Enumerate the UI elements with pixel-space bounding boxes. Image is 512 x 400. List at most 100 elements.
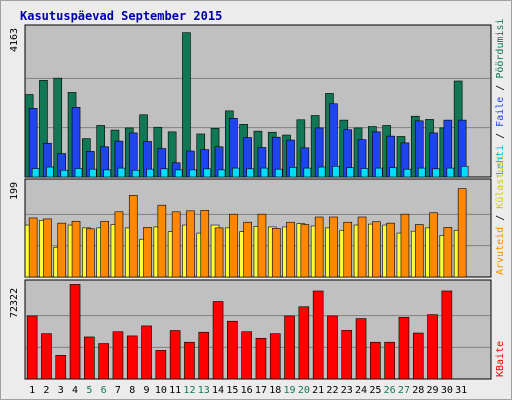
day-labels: 1 2 3 4 5 6 7 8 9 10 11 12 13 14 15 16 17 18 19 20 21 22 23 24 2… (29, 385, 467, 396)
bar-mid-s1-day-1 (28, 217, 38, 278)
bar-top-s2-day-11 (174, 169, 183, 178)
bar-mid-s1-day-19 (286, 221, 295, 278)
legend-top: Lehti / Faile / Pöördumisi (495, 18, 506, 175)
bar-bot-s0-day-6 (98, 343, 109, 380)
day-label-14: 14 (212, 385, 224, 396)
bar-top-s2-day-18 (274, 168, 283, 178)
day-label-31: 31 (455, 385, 467, 396)
day-label-17: 17 (255, 385, 267, 396)
bar-mid-s1-day-29 (429, 212, 438, 278)
legend-arvuteid: Arvuteid (495, 227, 506, 275)
day-label-4: 4 (72, 385, 78, 396)
legend-bot: KBaite (495, 341, 506, 377)
bar-mid-s1-day-23 (343, 221, 353, 278)
legend-mid: Arvuteid / Külastusi (495, 155, 506, 275)
bar-mid-s1-day-21 (314, 216, 324, 278)
bar-mid-s1-day-31 (457, 188, 467, 278)
bar-bot-s0-day-20 (298, 306, 310, 380)
bar-bot-s0-day-17 (255, 337, 267, 380)
bar-bot-s0-day-3 (55, 355, 67, 380)
bar-top-s2-day-21 (317, 166, 326, 178)
bar-bot-s0-day-22 (327, 315, 338, 380)
bar-top-s1-day-4 (71, 107, 81, 178)
bar-bot-s0-day-18 (269, 333, 281, 380)
bar-mid-s1-day-26 (386, 222, 395, 278)
bar-bot-s0-day-8 (126, 335, 138, 380)
legend-sep-3: / (495, 209, 506, 227)
bar-top-s2-day-3 (60, 169, 69, 178)
panel-mid-ymax-label: 199 (9, 182, 20, 200)
day-label-20: 20 (298, 385, 310, 396)
bar-bot-s0-day-29 (427, 314, 438, 380)
bar-mid-s1-day-15 (229, 213, 238, 278)
bar-top-s2-day-13 (203, 168, 212, 178)
bar-bot-s0-day-24 (355, 318, 367, 380)
bar-bot-s0-day-16 (241, 331, 252, 380)
bar-bot-s0-day-4 (69, 284, 81, 380)
bar-top-s2-day-26 (389, 167, 397, 178)
bar-mid-s1-day-27 (400, 213, 410, 278)
chart-title: Kasutuspäevad September 2015 (20, 9, 222, 23)
bar-bot-s0-day-11 (169, 330, 181, 380)
day-label-23: 23 (341, 385, 353, 396)
day-label-10: 10 (155, 385, 167, 396)
bar-top-s2-day-5 (89, 168, 97, 178)
day-label-22: 22 (326, 385, 338, 396)
bar-bot-s0-day-5 (84, 336, 95, 380)
legend-faile: Faile (495, 97, 506, 127)
bar-top-s2-day-4 (74, 168, 83, 178)
bar-mid-s1-day-24 (357, 216, 367, 278)
day-label-13: 13 (198, 385, 210, 396)
day-label-29: 29 (427, 385, 439, 396)
bar-mid-s1-day-18 (271, 228, 281, 278)
bar-bot-s0-day-14 (212, 301, 224, 380)
day-label-9: 9 (144, 385, 150, 396)
bar-top-s2-day-31 (460, 166, 469, 178)
day-label-18: 18 (269, 385, 281, 396)
bar-top-s2-day-24 (360, 168, 369, 178)
day-label-12: 12 (183, 385, 195, 396)
day-label-25: 25 (369, 385, 381, 396)
bar-top-s2-day-15 (232, 167, 240, 178)
bar-top-s2-day-17 (260, 167, 269, 178)
day-label-7: 7 (115, 385, 121, 396)
bar-bot-s0-day-1 (26, 315, 38, 380)
bar-top-s2-day-28 (417, 167, 426, 178)
bar-bot-s0-day-30 (441, 290, 453, 380)
bar-bot-s0-day-19 (284, 315, 295, 380)
bar-mid-s1-day-10 (157, 204, 167, 278)
bar-top-s2-day-23 (346, 167, 355, 178)
bar-top-s2-day-2 (46, 166, 54, 178)
day-label-30: 30 (441, 385, 453, 396)
bar-top-s2-day-19 (289, 167, 297, 178)
bar-top-s2-day-1 (31, 168, 40, 178)
bar-bot-s0-day-21 (312, 290, 324, 380)
bar-mid-s1-day-13 (200, 210, 210, 278)
bar-mid-s1-day-5 (86, 228, 95, 278)
bar-bot-s0-day-25 (370, 341, 381, 380)
bar-marks (24, 32, 490, 380)
legend-lehti: Lehti (495, 145, 506, 175)
bar-mid-s1-day-12 (186, 210, 195, 278)
bar-bot-s0-day-13 (198, 331, 210, 380)
bar-top-s2-day-16 (246, 168, 254, 178)
legend-kbaite: KBaite (495, 341, 506, 377)
bar-mid-s1-day-11 (171, 211, 181, 278)
bar-mid-s1-day-9 (143, 227, 152, 278)
bar-mid-s1-day-16 (243, 221, 252, 278)
bar-top-s2-day-7 (117, 167, 126, 178)
bar-bot-s0-day-15 (227, 320, 238, 380)
day-label-6: 6 (101, 385, 107, 396)
bar-mid-s1-day-3 (57, 222, 67, 278)
day-label-19: 19 (284, 385, 296, 396)
bar-mid-s1-day-30 (443, 227, 453, 278)
bar-bot-s0-day-10 (155, 350, 167, 380)
bar-mid-s1-day-7 (114, 211, 124, 278)
bar-top-s2-day-9 (146, 168, 154, 178)
day-label-8: 8 (129, 385, 135, 396)
panel-bot-ymax-label: 72322 (9, 288, 20, 318)
legend-sep-1: / (495, 127, 506, 145)
legend-kulastusi: Külastusi (495, 155, 506, 209)
bar-bot-s0-day-12 (184, 341, 195, 380)
